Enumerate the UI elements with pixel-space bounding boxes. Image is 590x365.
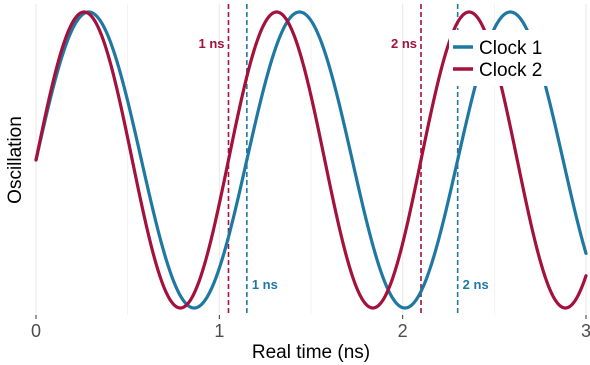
x-axis-ticks: 0 1 2 3 bbox=[31, 315, 590, 341]
legend-label-clock-2: Clock 2 bbox=[479, 60, 542, 81]
series-line-clock-1 bbox=[34, 10, 588, 310]
marker-label: 1 ns bbox=[252, 277, 278, 292]
legend-label-clock-1: Clock 1 bbox=[479, 38, 542, 59]
marker-label: 2 ns bbox=[463, 277, 489, 292]
legend-box bbox=[449, 30, 559, 86]
grid-lines bbox=[35, 4, 587, 315]
marker-label: 2 ns bbox=[391, 36, 417, 51]
legend: Clock 1 Clock 2 bbox=[449, 30, 559, 86]
y-axis-title: Oscillation bbox=[5, 116, 26, 204]
x-tick-label: 2 bbox=[398, 321, 408, 341]
x-axis-title: Real time (ns) bbox=[252, 342, 370, 363]
x-tick-label: 3 bbox=[581, 321, 590, 341]
x-tick-label: 1 bbox=[214, 321, 224, 341]
x-tick-label: 0 bbox=[31, 321, 41, 341]
marker-label: 1 ns bbox=[198, 36, 224, 51]
